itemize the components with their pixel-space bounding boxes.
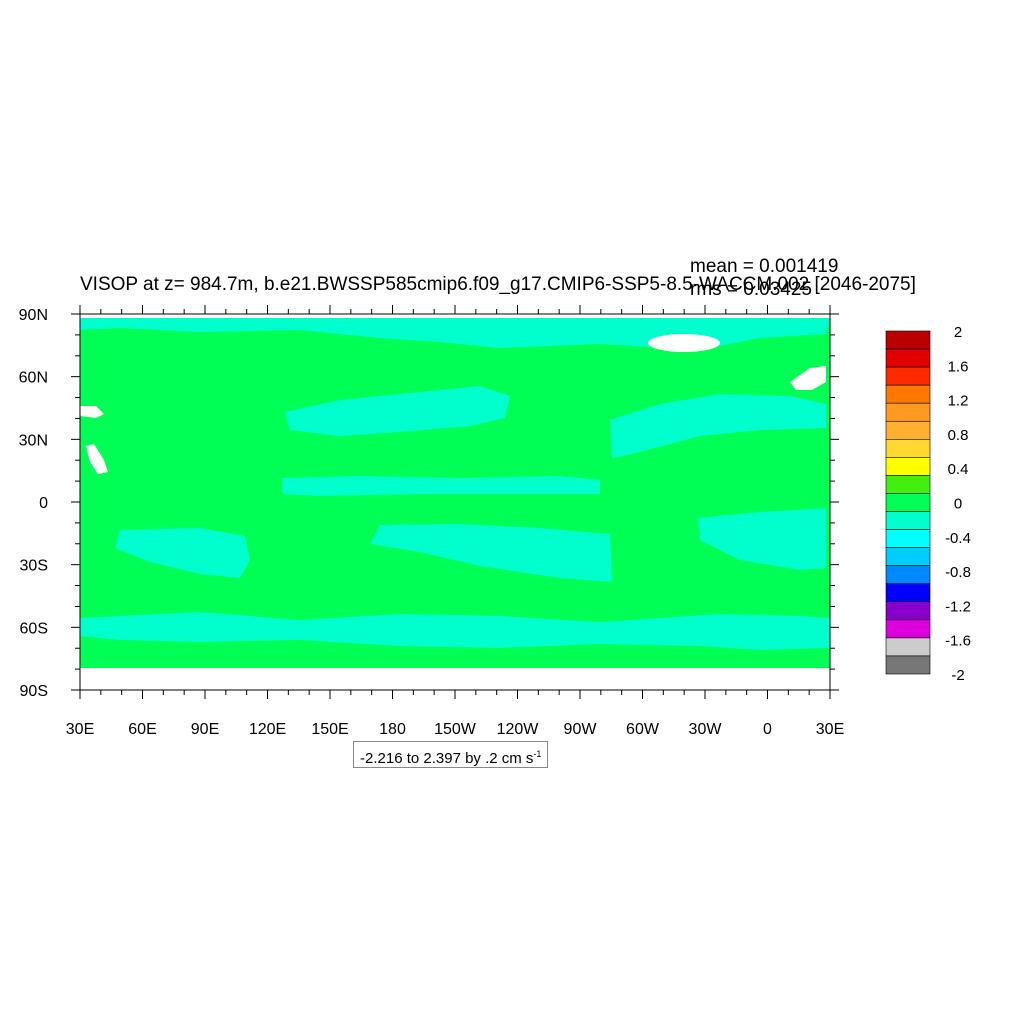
colorbar-label: 0.8 [948, 427, 969, 444]
colorbar-swatch [885, 547, 931, 566]
colorbar-label: 1.2 [948, 393, 969, 410]
colorbar-swatch [885, 601, 931, 621]
lon-tick-label: 30W [689, 721, 723, 738]
mean-label: mean = 0.001419 [690, 256, 839, 277]
colorbar-label: -2 [951, 667, 964, 684]
lon-tick-label: 90W [564, 721, 598, 738]
colorbar-swatch [885, 565, 931, 585]
contour-range-label: -2.216 to 2.397 by .2 cm s-1 [353, 741, 549, 768]
colorbar-label: 0.4 [948, 461, 969, 478]
colorbar-label: -1.6 [945, 633, 971, 650]
lon-tick-label: 90E [191, 721, 219, 738]
colorbar-swatch [885, 420, 931, 440]
colorbar-swatch [885, 330, 931, 350]
colorbar-label: 1.6 [948, 358, 969, 375]
colorbar-swatch [885, 655, 931, 675]
lat-tick-label: 0 [39, 495, 48, 512]
colorbar-swatch [885, 457, 931, 476]
negative-anomaly-region [698, 508, 826, 570]
negative-anomaly-region [282, 476, 600, 496]
missing-data-patch [790, 366, 826, 390]
lon-tick-label: 30E [816, 721, 844, 738]
lon-tick-label: 60W [626, 721, 660, 738]
colorbar-label: -0.4 [945, 530, 971, 547]
negative-anomaly-region [285, 386, 510, 436]
negative-anomaly-region [610, 394, 826, 458]
lat-tick-label: 90S [20, 683, 48, 700]
lon-tick-label: 150E [311, 721, 348, 738]
rms-label: rms = 0.03425 [690, 279, 812, 300]
negative-anomaly-region [80, 318, 830, 350]
lat-tick-label: 30S [20, 558, 48, 575]
colorbar-label: -1.2 [945, 598, 971, 615]
colorbar-swatch [885, 493, 931, 512]
colorbar-label: 2 [954, 324, 962, 341]
negative-anomaly-region [370, 524, 612, 582]
colorbar-swatch [885, 366, 931, 386]
lat-tick-label: 60S [20, 620, 48, 637]
lon-tick-label: 0 [763, 721, 772, 738]
colorbar-label: 0 [954, 496, 962, 513]
missing-data-patch [80, 406, 104, 418]
colorbar-swatch [885, 384, 931, 404]
lon-tick-label: 30E [66, 721, 94, 738]
missing-data-patch [648, 334, 720, 352]
plot-title: VISOP at z= 984.7m, b.e21.BWSSP585cmip6.… [80, 274, 916, 295]
lon-tick-label: 150W [434, 721, 477, 738]
map-field [80, 318, 830, 668]
lon-tick-label: 120W [497, 721, 540, 738]
colorbar-swatch [885, 583, 931, 603]
colorbar-swatch [885, 439, 931, 458]
colorbar-swatch [885, 348, 931, 368]
colorbar-swatch [885, 529, 931, 548]
colorbar-swatch [885, 475, 931, 494]
lon-tick-label: 120E [249, 721, 286, 738]
missing-data-patch [86, 444, 108, 474]
colorbar-swatch [885, 402, 931, 422]
colorbar-label: -0.8 [945, 564, 971, 581]
lat-tick-label: 60N [19, 370, 48, 387]
unit-exponent: -1 [533, 749, 542, 759]
colorbar-swatch [885, 511, 931, 530]
lon-tick-label: 180 [379, 721, 406, 738]
lat-tick-label: 30N [19, 432, 48, 449]
contour-range-text: -2.216 to 2.397 by .2 cm s [360, 750, 534, 767]
colorbar-swatch [885, 619, 931, 639]
lat-tick-label: 90N [19, 307, 48, 324]
colorbar: 2 1.6 1.2 0.8 0.4 0 -0.4 -0.8 -1.2 -1.6 -2 [885, 324, 971, 684]
negative-anomaly-region [80, 612, 830, 650]
negative-anomaly-region [115, 528, 250, 578]
map-axes: 30E 60E 90E 120E 150E 180 150W 120W 90W 60W 30W 0 30… [19, 305, 844, 738]
lon-tick-label: 60E [128, 721, 156, 738]
colorbar-swatch [885, 637, 931, 657]
